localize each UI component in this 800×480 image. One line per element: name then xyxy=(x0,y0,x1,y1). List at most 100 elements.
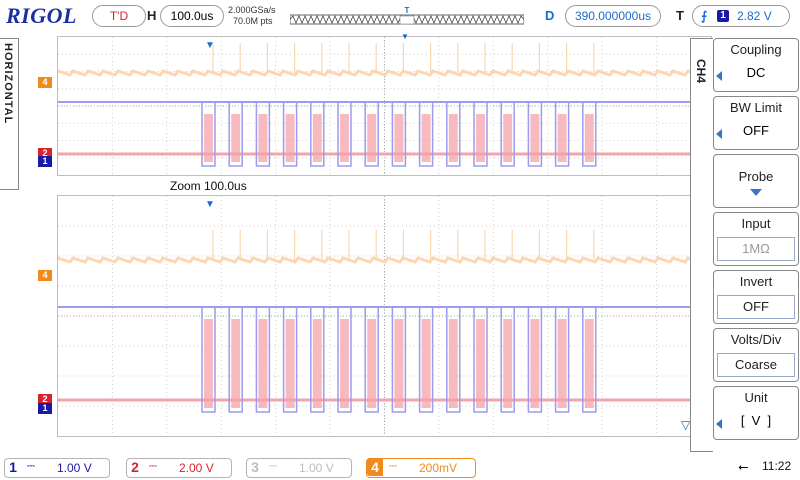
coupling-value: DC xyxy=(746,65,766,80)
memory-overview-bar: T xyxy=(290,6,524,25)
ch1-pulse xyxy=(201,101,216,167)
ch2-pulse xyxy=(394,114,404,162)
ch2-pulse xyxy=(448,319,458,408)
unit-label: Unit xyxy=(744,390,768,405)
unit-value: [ V ] xyxy=(740,413,772,428)
top-status-bar: RIGOL T'D H 100.0us 2.000GSa/s 70.0M pts… xyxy=(0,0,800,32)
trigger-label: T xyxy=(676,8,684,23)
ch2-pulse xyxy=(312,114,322,162)
ch2-pulse xyxy=(285,114,295,162)
ch2-scale-box[interactable]: 2 ⎓ 2.00 V xyxy=(126,458,232,478)
ch1-pulse xyxy=(554,306,570,413)
ch1-number: 1 xyxy=(9,459,17,475)
ch2-pulse xyxy=(204,319,213,408)
ch4-scale-box[interactable]: 4 ⎓ 200mV xyxy=(366,458,476,478)
ch2-pulse xyxy=(421,114,431,162)
ch2-pulse xyxy=(476,114,485,162)
trigger-state-badge: T'D xyxy=(92,5,146,27)
trigger-source-badge: 1 xyxy=(717,10,729,22)
ch1-pulse xyxy=(391,101,407,167)
ch1-pulse xyxy=(255,101,271,167)
ch2-marker-zoom[interactable]: 2 xyxy=(38,394,52,405)
dc-coupling-icon: ⎓ xyxy=(149,461,157,472)
ch1-pulse xyxy=(310,101,325,167)
ch1-pulse xyxy=(364,101,379,167)
dc-coupling-icon: ⎓ xyxy=(269,461,277,472)
ch1-marker-zoom[interactable]: 1 xyxy=(38,403,52,414)
zoom-waveform-frame xyxy=(56,195,712,437)
ch2-scale: 2.00 V xyxy=(179,461,214,475)
channel-status-bar xyxy=(0,455,800,480)
ch2-pulse xyxy=(557,114,567,162)
ch1-pulse xyxy=(527,101,543,167)
volts-div-value: Coarse xyxy=(717,353,795,377)
ch4-marker-zoom[interactable]: 4 xyxy=(38,270,52,281)
zoom-trigger-marker: ▼ xyxy=(205,199,215,210)
coupling-menu-item[interactable]: Coupling DC xyxy=(713,38,799,92)
rising-edge-icon: ⨍ xyxy=(701,9,708,23)
invert-menu-item[interactable]: Invert OFF xyxy=(713,270,799,324)
ch1-scale-box[interactable]: 1 ⎓ 1.00 V xyxy=(4,458,110,478)
probe-label: Probe xyxy=(738,169,774,184)
ch2-pulse xyxy=(367,114,377,162)
bw-limit-value: OFF xyxy=(743,123,769,138)
bw-limit-menu-item[interactable]: BW Limit OFF xyxy=(713,96,799,150)
ch1-pulse xyxy=(473,306,488,413)
ch1-pulse xyxy=(391,306,407,413)
scroll-down-icon[interactable]: ▽ xyxy=(681,418,691,432)
ch1-pulse xyxy=(364,306,379,413)
unit-menu-item[interactable]: Unit [ V ] xyxy=(713,386,799,440)
ch4-trace xyxy=(56,255,710,264)
ch2-pulse xyxy=(340,114,349,162)
ch3-scale-box[interactable]: 3 ⎓ 1.00 V xyxy=(246,458,352,478)
ch2-pulse xyxy=(557,319,567,408)
bw-limit-label: BW Limit xyxy=(730,100,782,115)
timebase-value[interactable]: 100.0us xyxy=(160,5,224,27)
ch2-pulse xyxy=(340,319,349,408)
main-waveform-frame xyxy=(56,36,712,176)
ch2-pulse xyxy=(476,319,485,408)
ch1-pulse xyxy=(500,101,515,167)
trigger-settings[interactable]: ⨍ 1 2.82 V xyxy=(692,5,790,27)
ch1-pulse xyxy=(310,306,325,413)
ch1-pulse xyxy=(337,306,352,413)
delay-value[interactable]: 390.000000us xyxy=(565,5,661,27)
memory-depth: 70.0M pts xyxy=(233,16,273,26)
ch1-pulse xyxy=(582,306,597,413)
ch1-pulse xyxy=(500,306,515,413)
clock-time: 11:22 xyxy=(762,459,792,473)
ch2-pulse xyxy=(231,114,241,162)
dc-coupling-icon: ⎓ xyxy=(389,461,397,472)
ch2-pulse xyxy=(584,114,594,162)
zoom-label: Zoom 100.0us xyxy=(170,179,247,193)
ch2-pulse xyxy=(530,319,540,408)
menu-side-panel: CH4 xyxy=(690,38,713,452)
invert-value: OFF xyxy=(717,295,795,319)
arrow-left-icon xyxy=(716,129,722,139)
ch4-scale: 200mV xyxy=(419,461,458,475)
ch1-pulse xyxy=(282,306,298,413)
arrow-left-icon xyxy=(716,71,722,81)
ch4-number: 4 xyxy=(367,458,383,476)
ch2-pulse xyxy=(584,319,594,408)
input-value: 1MΩ xyxy=(717,237,795,261)
probe-menu-item[interactable]: Probe xyxy=(713,154,799,208)
volts-div-label: Volts/Div xyxy=(730,332,782,347)
ch1-marker-main[interactable]: 1 xyxy=(38,156,52,167)
ch3-scale: 1.00 V xyxy=(299,461,334,475)
ch2-marker-main[interactable]: 2 xyxy=(38,148,52,159)
ch1-pulse xyxy=(337,101,352,167)
volts-div-menu-item[interactable]: Volts/Div Coarse xyxy=(713,328,799,382)
horizontal-tab[interactable]: HORIZONTAL xyxy=(0,38,19,190)
ch2-pulse xyxy=(258,319,268,408)
ch1-pulse xyxy=(527,306,543,413)
ch2-number: 2 xyxy=(131,459,139,475)
ch2-pulse xyxy=(421,319,431,408)
ch2-pulse xyxy=(312,319,322,408)
dc-coupling-icon: ⎓ xyxy=(27,461,35,472)
usb-icon: ⭠ xyxy=(738,459,749,474)
input-menu-item[interactable]: Input 1MΩ xyxy=(713,212,799,266)
ch4-marker-main[interactable]: 4 xyxy=(38,77,52,88)
ch4-trace xyxy=(56,68,710,77)
delay-label: D xyxy=(545,8,555,23)
